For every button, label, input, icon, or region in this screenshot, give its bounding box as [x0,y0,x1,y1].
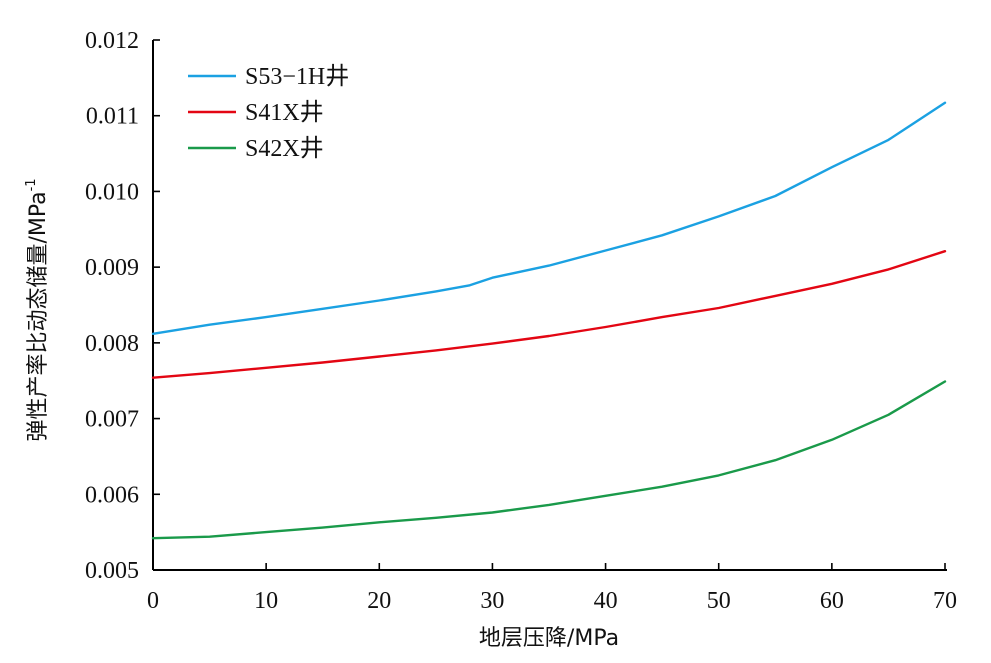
y-axis-label: 弹性产率比动态储量/MPa-1 [24,178,51,441]
y-tick-label: 0.005 [85,558,139,584]
x-axis-label: 地层压降/MPa [479,626,619,651]
x-tick-label: 70 [933,588,957,614]
y-tick-label: 0.010 [85,179,139,205]
x-tick-label: 40 [594,588,618,614]
legend-label-2: S41X井 [245,99,324,126]
x-tick-label: 0 [147,588,159,614]
y-tick-label: 0.009 [85,255,139,281]
y-tick-label: 0.012 [85,28,139,54]
x-tick-label: 20 [367,588,391,614]
x-tick-label: 50 [707,588,731,614]
ticks: 0 10 20 30 40 50 60 70 0.005 0.006 0.007 0.008 0.009… [85,28,957,614]
legend-label-1: S53−1H井 [245,63,349,90]
x-tick-label: 30 [480,588,504,614]
x-tick-label: 60 [820,588,844,614]
y-tick-label: 0.007 [85,407,139,433]
y-tick-label: 0.008 [85,331,139,357]
series-lines [151,101,947,540]
legend: S53−1H井 S41X井 S42X井 [188,63,349,162]
series-line-3 [151,380,947,540]
y-axis-label-main: 弹性产率比动态储量/MPa [26,191,51,441]
legend-label-3: S42X井 [245,135,324,162]
y-tick-label: 0.006 [85,482,139,508]
series-line-2 [151,249,947,379]
y-axis-label-superscript: -1 [24,178,39,191]
series-line-1 [151,101,947,335]
axes [152,40,947,571]
y-tick-label: 0.011 [86,104,139,130]
x-tick-label: 10 [254,588,278,614]
